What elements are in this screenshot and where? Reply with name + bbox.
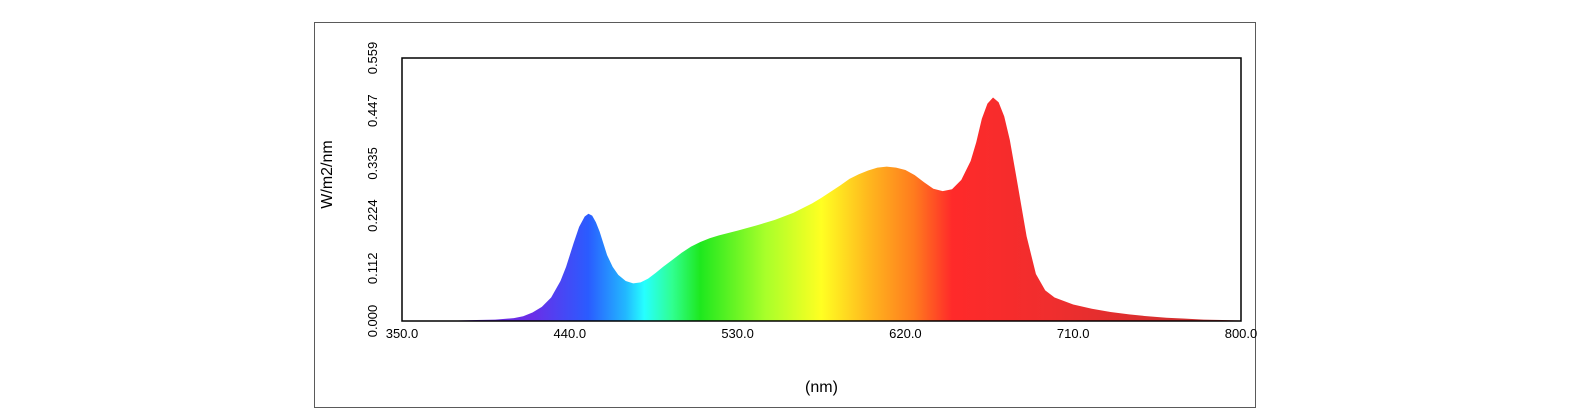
- x-tick-label: 440.0: [554, 326, 587, 341]
- plot-area-border: [401, 57, 1242, 322]
- y-tick-label: 0.559: [365, 42, 380, 75]
- y-tick-label: 0.447: [365, 94, 380, 127]
- x-tick-label: 530.0: [721, 326, 754, 341]
- chart-frame: 350.0 440.0 530.0 620.0 710.0 800.0 0.000 0.11…: [314, 22, 1257, 408]
- spectrum-area: [402, 97, 1241, 322]
- x-tick-label: 710.0: [1057, 326, 1090, 341]
- y-ticks: 0.000 0.112 0.224 0.335 0.447 0.559: [365, 42, 380, 338]
- x-axis-label: (nm): [805, 379, 838, 396]
- x-tick-label: 800.0: [1225, 326, 1257, 341]
- y-tick-label: 0.335: [365, 147, 380, 180]
- y-tick-label: 0.112: [365, 253, 380, 285]
- spectrum-chart: 350.0 440.0 530.0 620.0 710.0 800.0 0.000 0.11…: [319, 42, 1257, 396]
- area-layer: [402, 97, 1241, 322]
- y-tick-label: 0.000: [365, 305, 380, 338]
- x-tick-label: 620.0: [889, 326, 922, 341]
- y-axis-label: W/m2/nm: [319, 140, 336, 208]
- y-tick-label: 0.224: [365, 199, 380, 232]
- x-tick-label: 350.0: [386, 326, 419, 341]
- x-ticks: 350.0 440.0 530.0 620.0 710.0 800.0: [386, 326, 1257, 341]
